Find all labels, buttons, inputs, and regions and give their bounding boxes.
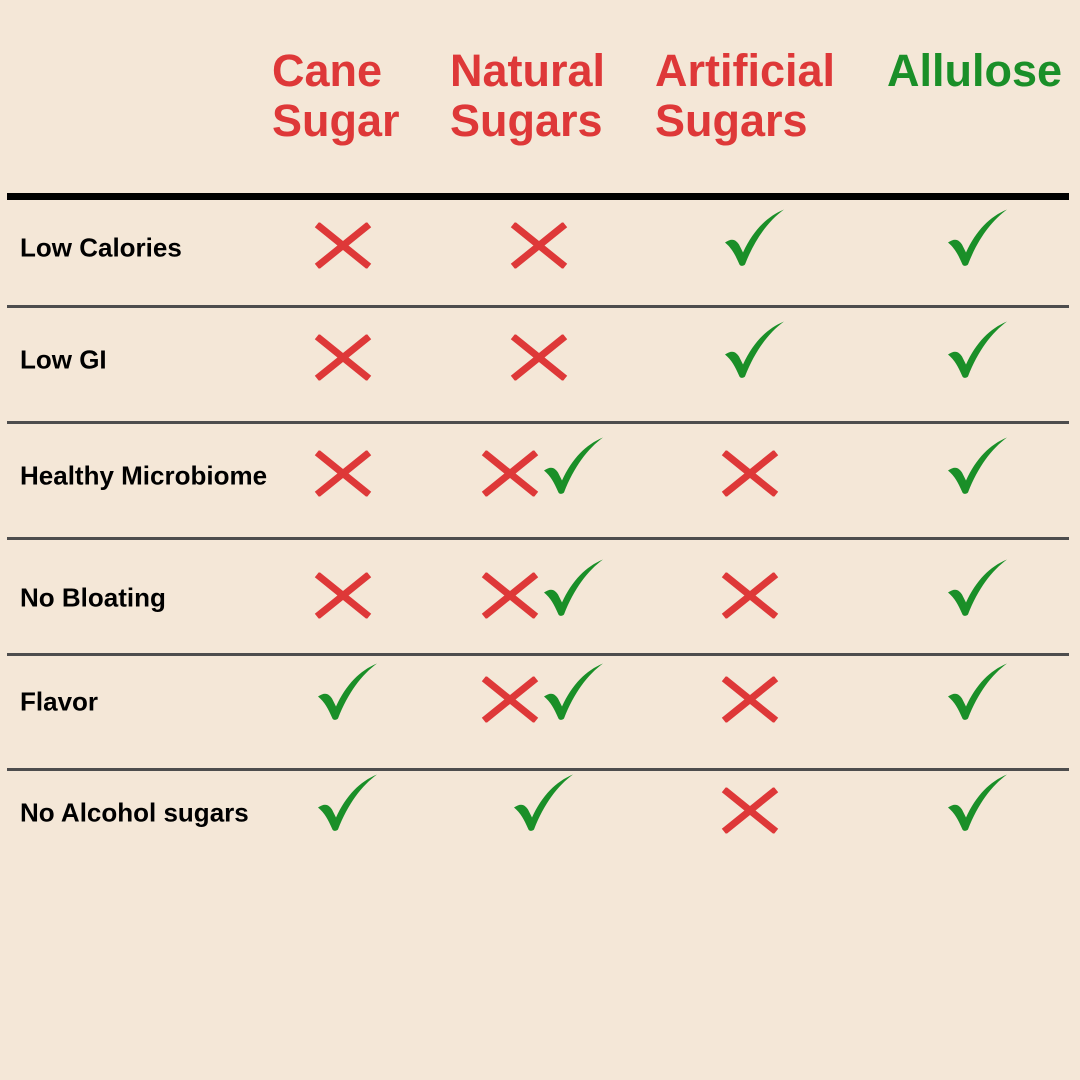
checkmark-icon <box>542 437 604 500</box>
cross-icon <box>314 449 372 502</box>
checkmark-icon <box>946 321 1008 384</box>
header-cane-sugar: Cane Sugar <box>272 45 400 146</box>
row-label: Healthy Microbiome <box>20 460 268 491</box>
cross-icon <box>314 221 372 274</box>
cross-icon <box>510 221 568 274</box>
header-natural-sugars: Natural Sugars <box>450 45 606 146</box>
header-divider <box>7 193 1069 200</box>
cross-icon <box>721 449 779 502</box>
checkmark-icon <box>512 774 574 837</box>
cross-icon <box>721 675 779 728</box>
header-allulose: Allulose <box>887 45 1063 96</box>
row-label: Flavor <box>20 686 99 717</box>
checkmark-icon <box>316 774 378 837</box>
row-label: Low Calories <box>20 232 182 263</box>
checkmark-icon <box>723 209 785 272</box>
cross-icon <box>481 449 539 502</box>
checkmark-icon <box>946 559 1008 622</box>
row-divider <box>7 653 1069 656</box>
checkmark-icon <box>542 663 604 726</box>
cross-icon <box>314 333 372 386</box>
cross-icon <box>721 571 779 624</box>
row-divider <box>7 768 1069 771</box>
checkmark-icon <box>316 663 378 726</box>
checkmark-icon <box>946 663 1008 726</box>
checkmark-icon <box>946 774 1008 837</box>
row-label: No Alcohol sugars <box>20 797 249 828</box>
row-divider <box>7 537 1069 540</box>
cross-icon <box>721 786 779 839</box>
cross-icon <box>481 675 539 728</box>
row-divider <box>7 305 1069 308</box>
checkmark-icon <box>542 559 604 622</box>
row-divider <box>7 421 1069 424</box>
checkmark-icon <box>723 321 785 384</box>
cross-icon <box>510 333 568 386</box>
row-label: No Bloating <box>20 582 166 613</box>
checkmark-icon <box>946 437 1008 500</box>
cross-icon <box>481 571 539 624</box>
row-label: Low GI <box>20 344 107 375</box>
checkmark-icon <box>946 209 1008 272</box>
header-artificial-sugars: Artificial Sugars <box>655 45 836 146</box>
cross-icon <box>314 571 372 624</box>
